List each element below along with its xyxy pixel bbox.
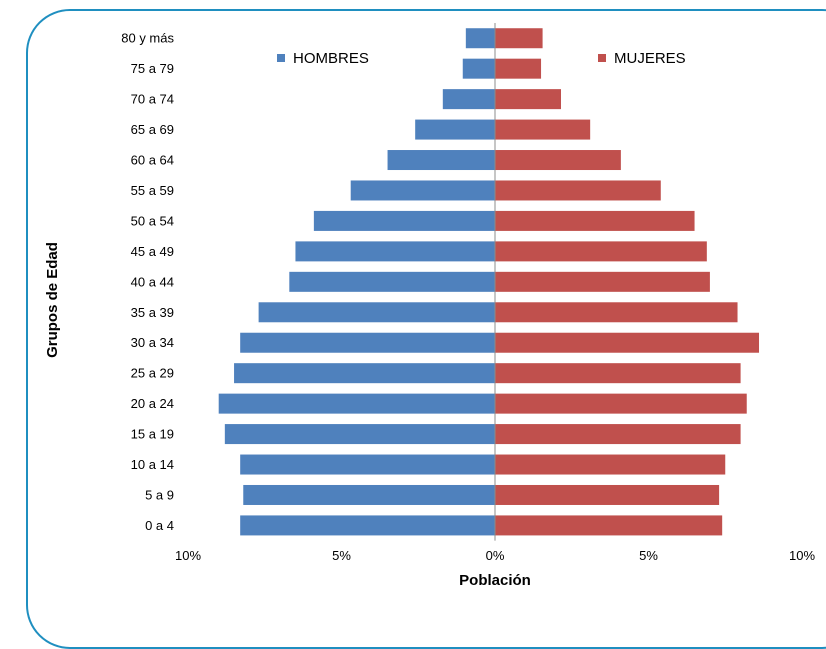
x-tick-label: 10% xyxy=(175,548,201,563)
x-tick-label: 0% xyxy=(486,548,505,563)
bar-mujeres-55-a-59 xyxy=(495,180,661,201)
population-pyramid-chart: 0 a 4 5 a 9 10 a 14 15 a 19 20 a 24 25 a 29 30… xyxy=(44,23,815,589)
y-tick-label: 45 a 49 xyxy=(131,244,174,259)
bar-mujeres-45-a-49 xyxy=(495,241,707,262)
bar-hombres-50-a-54 xyxy=(313,210,495,231)
legend-swatch-mujeres xyxy=(598,54,606,62)
bar-mujeres-10-a-14 xyxy=(495,454,726,475)
y-tick-label: 0 a 4 xyxy=(145,518,174,533)
bar-mujeres-20-a-24 xyxy=(495,393,747,414)
bars-group xyxy=(218,28,760,536)
bar-hombres-55-a-59 xyxy=(350,180,495,201)
bar-hombres-75-a-79 xyxy=(462,58,495,79)
y-tick-label: 65 a 69 xyxy=(131,122,174,137)
bar-hombres-80-y-más xyxy=(465,28,495,49)
bar-hombres-20-a-24 xyxy=(218,393,495,414)
bar-hombres-10-a-14 xyxy=(240,454,495,475)
legend: HOMBRES MUJERES xyxy=(277,50,686,67)
y-axis-title: Grupos de Edad xyxy=(44,242,61,358)
bar-hombres-0-a-4 xyxy=(240,515,495,536)
y-tick-label: 40 a 44 xyxy=(131,274,174,289)
bar-mujeres-25-a-29 xyxy=(495,363,741,384)
y-tick-label: 10 a 14 xyxy=(131,457,174,472)
y-tick-label: 80 y más xyxy=(121,31,174,46)
bar-hombres-40-a-44 xyxy=(289,271,495,292)
y-tick-labels: 0 a 4 5 a 9 10 a 14 15 a 19 20 a 24 25 a 29 30… xyxy=(121,31,174,533)
bar-mujeres-30-a-34 xyxy=(495,332,760,353)
y-tick-label: 75 a 79 xyxy=(131,61,174,76)
bar-mujeres-5-a-9 xyxy=(495,484,720,505)
bar-hombres-70-a-74 xyxy=(442,89,495,110)
x-tick-label: 5% xyxy=(639,548,658,563)
bar-mujeres-70-a-74 xyxy=(495,89,561,110)
bar-mujeres-15-a-19 xyxy=(495,424,741,445)
y-tick-label: 20 a 24 xyxy=(131,396,174,411)
bar-hombres-60-a-64 xyxy=(387,150,495,171)
bar-mujeres-35-a-39 xyxy=(495,302,738,323)
y-tick-label: 5 a 9 xyxy=(145,487,174,502)
bar-hombres-30-a-34 xyxy=(240,332,495,353)
bar-hombres-5-a-9 xyxy=(243,484,495,505)
bar-mujeres-80-y-más xyxy=(495,28,543,49)
x-axis-title: Población xyxy=(459,572,531,589)
bar-hombres-45-a-49 xyxy=(295,241,495,262)
bar-hombres-15-a-19 xyxy=(224,424,495,445)
legend-label-hombres: HOMBRES xyxy=(293,50,369,67)
bar-mujeres-75-a-79 xyxy=(495,58,542,79)
bar-mujeres-0-a-4 xyxy=(495,515,723,536)
y-tick-label: 50 a 54 xyxy=(131,213,174,228)
bar-mujeres-50-a-54 xyxy=(495,210,695,231)
bar-mujeres-60-a-64 xyxy=(495,150,621,171)
y-tick-label: 60 a 64 xyxy=(131,153,174,168)
bar-mujeres-40-a-44 xyxy=(495,271,710,292)
y-tick-label: 30 a 34 xyxy=(131,335,174,350)
legend-swatch-hombres xyxy=(277,54,285,62)
x-tick-labels: 10% 5% 0% 5% 10% xyxy=(175,548,815,563)
x-tick-label: 10% xyxy=(789,548,815,563)
y-tick-label: 35 a 39 xyxy=(131,305,174,320)
bar-hombres-25-a-29 xyxy=(234,363,496,384)
y-tick-label: 70 a 74 xyxy=(131,92,174,107)
y-tick-label: 25 a 29 xyxy=(131,366,174,381)
bar-hombres-65-a-69 xyxy=(415,119,495,140)
legend-label-mujeres: MUJERES xyxy=(614,50,686,67)
y-tick-label: 15 a 19 xyxy=(131,427,174,442)
x-tick-label: 5% xyxy=(332,548,351,563)
bar-mujeres-65-a-69 xyxy=(495,119,591,140)
bar-hombres-35-a-39 xyxy=(258,302,495,323)
y-tick-label: 55 a 59 xyxy=(131,183,174,198)
